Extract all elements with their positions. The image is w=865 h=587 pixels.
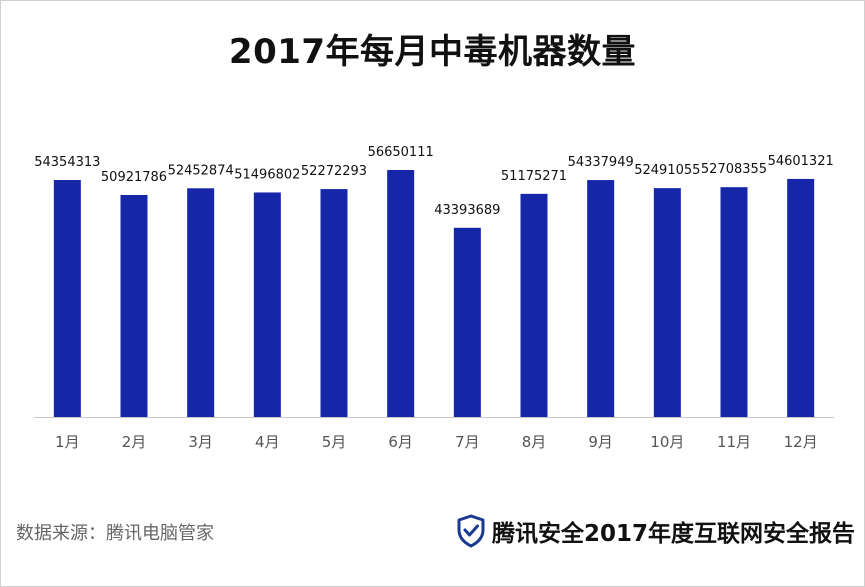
bar-9月 [587, 180, 615, 417]
x-tick-label-7月: 7月 [455, 433, 480, 451]
data-source-text: 数据来源：腾讯电脑管家 [16, 523, 214, 544]
data-label-12月: 54601321 [768, 154, 834, 169]
data-label-10月: 52491055 [634, 163, 700, 178]
bar-7月 [453, 227, 481, 417]
data-label-1月: 54354313 [34, 155, 100, 170]
data-label-4月: 51496802 [234, 167, 300, 182]
x-tick-label-10月: 10月 [650, 433, 684, 451]
data-label-11月: 52708355 [701, 162, 767, 177]
x-tick-label-2月: 2月 [122, 433, 147, 451]
data-label-3月: 52452874 [168, 163, 234, 178]
bar-2月 [120, 194, 148, 417]
bars-group [53, 170, 815, 417]
x-tick-label-5月: 5月 [322, 433, 347, 451]
bar-11月 [720, 187, 748, 417]
x-tick-label-11月: 11月 [717, 433, 751, 451]
shield-check-icon [457, 514, 485, 548]
data-label-9月: 54337949 [568, 155, 634, 170]
brand-text: 腾讯安全2017年度互联网安全报告 [491, 521, 855, 547]
x-tick-label-1月: 1月 [55, 433, 80, 451]
bar-4月 [253, 192, 281, 417]
x-tick-label-6月: 6月 [388, 433, 413, 451]
bar-10月 [653, 188, 681, 417]
bar-5月 [320, 189, 348, 417]
x-tick-label-3月: 3月 [188, 433, 213, 451]
bar-3月 [187, 188, 215, 417]
bar-12月 [787, 178, 815, 417]
data-label-7月: 43393689 [434, 203, 500, 218]
brand: 腾讯安全2017年度互联网安全报告 [456, 514, 855, 548]
x-tick-label-12月: 12月 [784, 433, 818, 451]
data-label-8月: 51175271 [501, 169, 567, 184]
x-tick-label-9月: 9月 [588, 433, 613, 451]
chart-title: 2017年每月中毒机器数量 [228, 32, 637, 72]
x-tick-label-4月: 4月 [255, 433, 280, 451]
bar-1月 [53, 180, 81, 417]
tick-labels-group: 1月 2月 3月 4月 5月 6月 7月 8月 9月 10月 11月 12月 [55, 433, 818, 451]
data-label-6月: 56650111 [368, 145, 434, 160]
x-tick-label-8月: 8月 [522, 433, 547, 451]
bar-6月 [387, 170, 415, 417]
bar-8月 [520, 193, 548, 417]
data-label-2月: 50921786 [101, 170, 167, 185]
data-label-5月: 52272293 [301, 164, 367, 179]
